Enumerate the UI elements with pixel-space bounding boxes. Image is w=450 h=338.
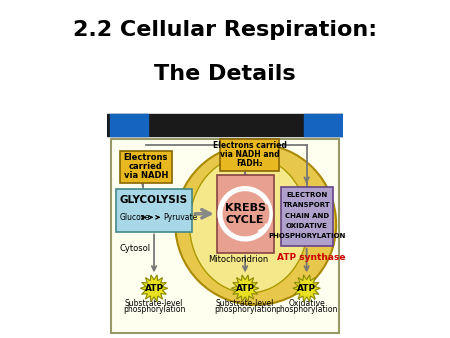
Text: Substrate-level: Substrate-level xyxy=(216,299,274,308)
Text: KREBS: KREBS xyxy=(225,203,266,213)
Text: Cytosol: Cytosol xyxy=(120,244,151,252)
Text: OXIDATIVE: OXIDATIVE xyxy=(286,223,328,229)
Text: via NADH: via NADH xyxy=(124,171,168,180)
Bar xyxy=(304,114,343,136)
Ellipse shape xyxy=(189,156,308,293)
Bar xyxy=(220,139,279,171)
Text: Pyruvate: Pyruvate xyxy=(163,213,198,222)
Text: Oxidative: Oxidative xyxy=(288,299,325,308)
Bar xyxy=(120,151,172,183)
Text: CHAIN AND: CHAIN AND xyxy=(284,213,328,219)
Text: ATP synthase: ATP synthase xyxy=(277,253,346,262)
Text: CYCLE: CYCLE xyxy=(226,215,264,225)
Text: carried: carried xyxy=(129,162,163,171)
PathPatch shape xyxy=(140,275,168,302)
Text: via NADH and: via NADH and xyxy=(220,150,279,160)
Text: GLYCOLYSIS: GLYCOLYSIS xyxy=(120,195,188,204)
Bar xyxy=(107,114,343,136)
Text: PHOSPHORYLATION: PHOSPHORYLATION xyxy=(268,234,345,240)
PathPatch shape xyxy=(293,275,320,302)
Ellipse shape xyxy=(176,144,336,305)
Text: phosphorylation: phosphorylation xyxy=(275,305,338,314)
Text: Electrons: Electrons xyxy=(124,153,168,162)
PathPatch shape xyxy=(231,275,259,302)
Text: 2.2 Cellular Respiration:: 2.2 Cellular Respiration: xyxy=(73,20,377,40)
Text: phosphorylation: phosphorylation xyxy=(214,305,276,314)
Bar xyxy=(281,187,333,246)
Bar xyxy=(116,189,192,232)
Text: ATP: ATP xyxy=(144,284,164,293)
Text: phosphorylation: phosphorylation xyxy=(123,305,185,314)
Bar xyxy=(110,114,148,136)
Text: ATP: ATP xyxy=(297,284,316,293)
Bar xyxy=(112,139,338,333)
Text: TRANSPORT: TRANSPORT xyxy=(283,202,330,208)
Text: FADH₂: FADH₂ xyxy=(237,159,263,168)
Text: The Details: The Details xyxy=(154,64,296,83)
Text: Substrate-level: Substrate-level xyxy=(125,299,183,308)
Bar xyxy=(217,175,274,253)
Text: Electrons carried: Electrons carried xyxy=(213,141,287,150)
Text: ATP: ATP xyxy=(235,284,255,293)
Text: ELECTRON: ELECTRON xyxy=(286,192,327,198)
Text: Mitochondrion: Mitochondrion xyxy=(208,256,269,264)
Text: Glucose: Glucose xyxy=(120,213,150,222)
